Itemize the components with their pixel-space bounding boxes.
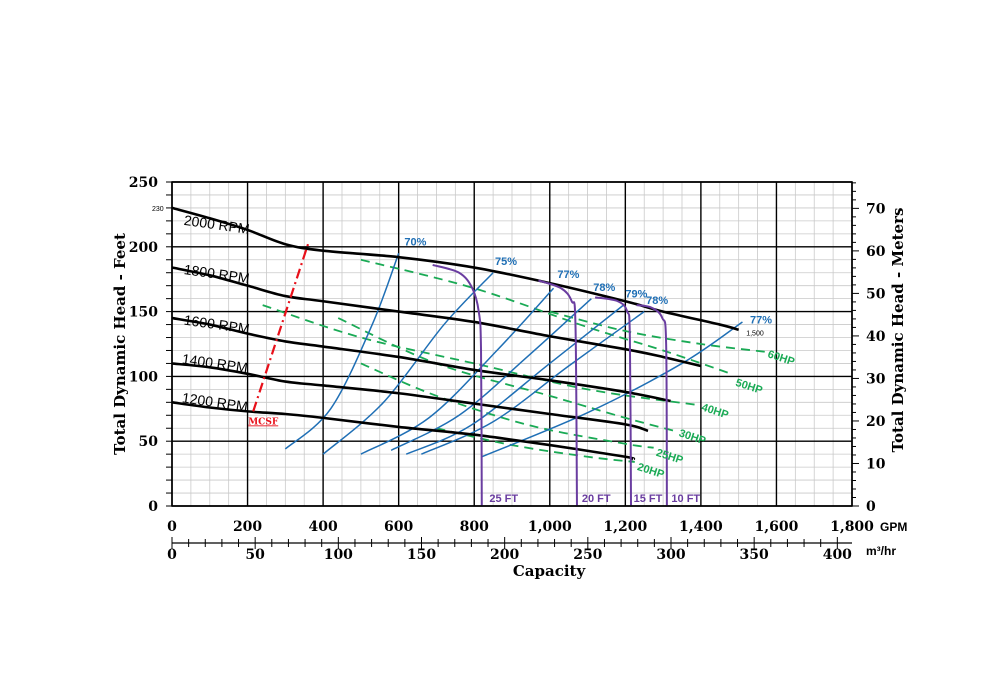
x2-tick-label: 50 xyxy=(245,547,265,563)
y-tick-label: 50 xyxy=(139,434,159,450)
y-tick-label: 100 xyxy=(129,369,158,385)
npsh-label: 15 FT xyxy=(634,493,663,505)
y2-tick-label: 0 xyxy=(866,499,876,515)
y2-tick-label: 20 xyxy=(866,414,886,430)
x2-tick-label: 100 xyxy=(324,547,353,563)
x2-tick-label: 250 xyxy=(573,547,602,563)
x-tick-label: 400 xyxy=(308,519,337,535)
efficiency-line xyxy=(405,304,624,455)
rpm-curve xyxy=(171,266,702,368)
efficiency-line xyxy=(284,253,400,450)
y2-tick-label: 40 xyxy=(866,329,886,345)
hp-line xyxy=(360,362,654,449)
curves-layer xyxy=(171,206,766,507)
hp-label: 40HP xyxy=(700,402,730,422)
x-unit-label: GPM xyxy=(880,520,907,534)
npsh-curve xyxy=(432,263,483,507)
rpm-curve xyxy=(171,316,671,403)
hp-line xyxy=(262,304,698,406)
x-tick-label: 800 xyxy=(460,519,489,535)
npsh-curve xyxy=(538,279,578,507)
y-tick-label: 200 xyxy=(129,240,158,256)
hp-label: 25HP xyxy=(655,447,685,467)
npsh-curve xyxy=(636,304,668,507)
x2-tick-label: 150 xyxy=(407,547,436,563)
x-tick-label: 1,400 xyxy=(679,519,723,535)
rpm-curve xyxy=(171,362,649,433)
rpm-curve xyxy=(171,206,740,331)
y2-axis-title: Total Dynamic Head - Meters xyxy=(889,208,907,453)
efficiency-line xyxy=(421,310,645,455)
y2-tick-label: 30 xyxy=(866,371,886,387)
x2-tick-label: 300 xyxy=(656,547,685,563)
x2-tick-label: 0 xyxy=(167,547,177,563)
npsh-label: 25 FT xyxy=(489,493,518,505)
y2-tick-label: 10 xyxy=(866,456,886,472)
y2-tick-label: 70 xyxy=(866,201,886,217)
hp-label: 20HP xyxy=(636,461,666,481)
y-tick-label: 150 xyxy=(129,305,158,321)
x-tick-label: 600 xyxy=(384,519,413,535)
efficiency-label: 77% xyxy=(750,314,772,326)
efficiency-line xyxy=(360,287,555,455)
rpm-label: 2000 RPM xyxy=(183,212,251,237)
y-axis-title: Total Dynamic Head - Feet xyxy=(111,233,129,455)
efficiency-label: 78% xyxy=(593,282,615,294)
axes-layer: 0 200 400 600 800 1,000 1,200 1,400 1,600 1,80005… xyxy=(129,175,886,563)
annotation-text: 230 xyxy=(152,206,164,213)
hp-line xyxy=(549,310,766,353)
x-tick-label: 1,800 xyxy=(830,519,874,535)
minor-grid xyxy=(171,181,853,507)
x2-tick-label: 350 xyxy=(740,547,769,563)
x-tick-label: 0 xyxy=(167,519,177,535)
y2-tick-label: 50 xyxy=(866,286,886,302)
npsh-label: 10 FT xyxy=(671,493,700,505)
x2-tick-label: 400 xyxy=(823,547,852,563)
npsh-curve xyxy=(594,296,632,507)
mcsf-line xyxy=(252,243,310,412)
y-tick-label: 0 xyxy=(148,499,158,515)
rpm-curve xyxy=(171,401,636,461)
annotation-text: 1,500 xyxy=(746,330,764,337)
hp-line xyxy=(337,317,675,432)
rpm-label: 1800 RPM xyxy=(183,261,251,286)
efficiency-label: 79% xyxy=(625,288,647,300)
npsh-label: 20 FT xyxy=(582,493,611,505)
efficiency-line xyxy=(390,298,592,451)
y-tick-label: 250 xyxy=(129,175,158,191)
x2-tick-label: 200 xyxy=(490,547,519,563)
x2-unit-label: m³/hr xyxy=(866,544,896,558)
efficiency-label: 77% xyxy=(557,269,579,281)
rpm-label: 1600 RPM xyxy=(183,312,251,337)
efficiency-label: 78% xyxy=(646,295,668,307)
hp-line xyxy=(360,258,732,375)
mcsf-label: MCSF xyxy=(248,417,279,427)
efficiency-label: 75% xyxy=(495,256,517,268)
y2-tick-label: 60 xyxy=(866,244,886,260)
x-tick-label: 1,200 xyxy=(603,519,647,535)
x-tick-label: 1,600 xyxy=(755,519,799,535)
x-tick-label: 200 xyxy=(233,519,262,535)
x-tick-label: 1,000 xyxy=(528,519,572,535)
efficiency-label: 70% xyxy=(404,237,426,249)
hp-label: 60HP xyxy=(766,348,796,368)
x-axis-title: Capacity xyxy=(513,562,587,580)
hp-line xyxy=(436,427,635,463)
efficiency-line xyxy=(322,272,494,455)
